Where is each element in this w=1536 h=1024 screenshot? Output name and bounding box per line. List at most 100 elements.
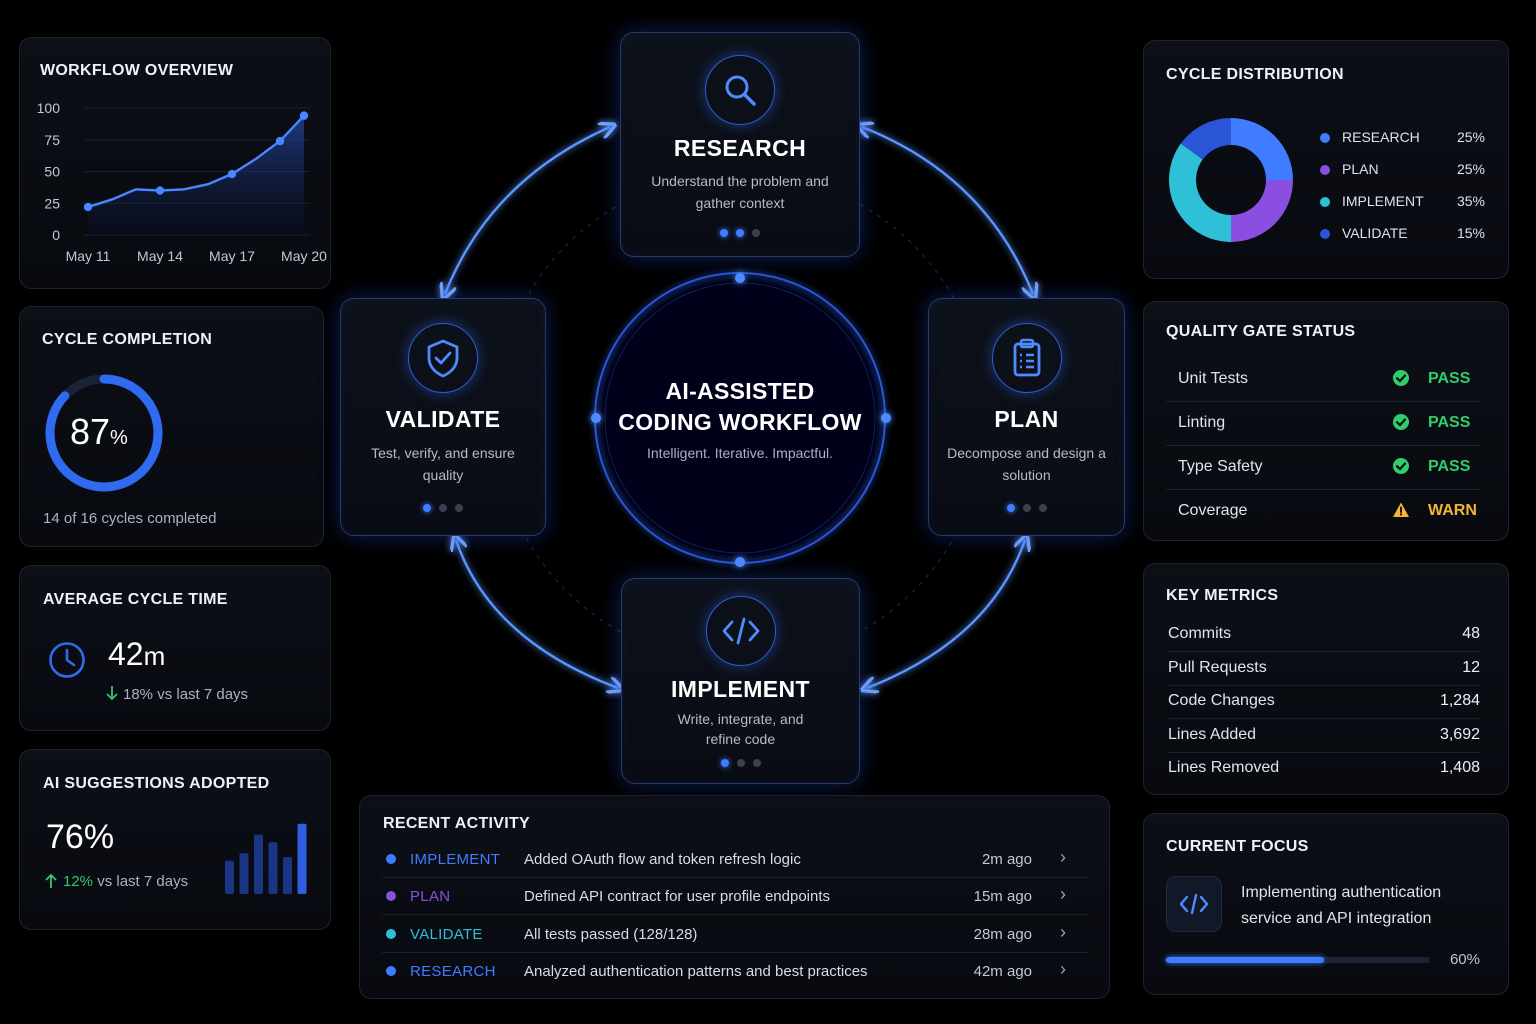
metric-value: 1,284 <box>1439 692 1480 709</box>
y-tick-label: 50 <box>44 164 60 180</box>
avg-cycle-time-panel: AVERAGE CYCLE TIME 42m 18% vs last 7 day… <box>19 565 331 731</box>
pager-dots <box>622 759 859 767</box>
metric-row: Lines Removed 1,408 <box>1168 753 1480 786</box>
panel-title: CURRENT FOCUS <box>1166 838 1309 855</box>
chevron-right-icon[interactable]: › <box>1060 884 1066 905</box>
legend-dot <box>1320 133 1330 143</box>
activity-dot <box>386 891 396 902</box>
quality-gate-row[interactable]: Unit Tests PASS <box>1166 358 1480 402</box>
y-tick-label: 0 <box>52 227 60 243</box>
quality-gate-row[interactable]: Linting PASS <box>1166 402 1480 446</box>
activity-message: Added OAuth flow and token refresh logic <box>524 851 801 868</box>
activity-tag: PLAN <box>410 888 451 906</box>
panel-title: AVERAGE CYCLE TIME <box>43 591 228 608</box>
legend-label: VALIDATE <box>1342 225 1408 241</box>
activity-dot <box>386 928 396 939</box>
ai-suggestions-value: 76% <box>46 818 115 856</box>
panel-title: WORKFLOW OVERVIEW <box>40 62 234 79</box>
metric-name: Lines Added <box>1168 725 1257 743</box>
node-validate[interactable]: VALIDATE Test, verify, and ensure qualit… <box>340 298 546 536</box>
cycle-distribution-donut <box>1169 118 1293 242</box>
activity-time: 28m ago <box>973 925 1032 943</box>
data-point <box>227 169 237 179</box>
data-point <box>155 186 165 195</box>
focus-text: Implementing authentication service and … <box>1241 884 1442 927</box>
metric-value: 48 <box>1462 625 1480 642</box>
node-implement[interactable]: IMPLEMENT Write, integrate, and refine c… <box>621 578 860 784</box>
node-desc: Decompose and design a solution <box>947 445 1106 483</box>
legend-label: IMPLEMENT <box>1342 193 1424 209</box>
metric-value: 1,408 <box>1439 759 1480 776</box>
search-icon <box>705 55 775 125</box>
gate-status: PASS <box>1428 370 1471 387</box>
panel-title: RECENT ACTIVITY <box>383 815 531 832</box>
quality-gate-panel: QUALITY GATE STATUS Unit Tests PASS Lintin… <box>1143 301 1509 541</box>
chevron-right-icon[interactable]: › <box>1060 958 1066 979</box>
gate-status: PASS <box>1428 414 1471 431</box>
activity-row[interactable]: VALIDATE All tests passed (128/128) 28m ag… <box>382 916 1088 953</box>
legend-item: PLAN 25% <box>1320 160 1485 180</box>
gate-status: PASS <box>1428 458 1471 475</box>
data-point <box>275 136 285 146</box>
pager-dots <box>621 229 859 237</box>
code-icon <box>1166 876 1222 932</box>
node-desc: Understand the problem and gather contex… <box>651 173 829 211</box>
legend-dot <box>1320 165 1330 175</box>
node-title: IMPLEMENT <box>670 676 811 702</box>
arrow-plan-implement <box>867 540 1025 688</box>
arrow-validate-implement <box>456 540 618 688</box>
y-tick-label: 75 <box>44 132 60 148</box>
legend-value: 25% <box>1456 161 1485 177</box>
activity-message: All tests passed (128/128) <box>524 925 698 943</box>
x-tick-label: May 20 <box>281 248 327 264</box>
gate-name: Type Safety <box>1178 458 1263 475</box>
quality-gate-row[interactable]: Type Safety PASS <box>1166 446 1480 490</box>
gate-status: WARN <box>1428 502 1477 519</box>
metric-row: Code Changes 1,284 <box>1168 686 1480 719</box>
adoption-bar <box>268 842 278 894</box>
chevron-right-icon[interactable]: › <box>1060 921 1066 942</box>
workflow-overview-panel: WORKFLOW OVERVIEW 100 75 50 25 0 May 11 May 14… <box>19 37 331 289</box>
node-plan[interactable]: PLAN Decompose and design a solution <box>928 298 1125 536</box>
recent-activity-panel: RECENT ACTIVITY IMPLEMENT Added OAuth flo… <box>359 795 1110 999</box>
activity-row[interactable]: RESEARCH Analyzed authentication patterns… <box>382 953 1088 990</box>
shield-check-icon <box>408 323 478 393</box>
activity-row[interactable]: IMPLEMENT Added OAuth flow and token refr… <box>382 841 1088 878</box>
metric-name: Lines Removed <box>1168 759 1280 776</box>
data-point <box>299 111 309 120</box>
donut-slice <box>1231 118 1293 180</box>
check-circle-icon <box>1393 414 1409 430</box>
node-desc: Write, integrate, and refine code <box>677 711 804 747</box>
focus-progress-fill <box>1166 957 1325 963</box>
workflow-center-subtitle: Intelligent. Iterative. Impactful. <box>647 445 833 461</box>
workflow-overview-chart: 100 75 50 25 0 May 11 May 14 May 17 May 20 <box>37 100 328 264</box>
legend-dot <box>1320 197 1330 207</box>
chevron-right-icon[interactable]: › <box>1060 847 1066 867</box>
y-tick-label: 100 <box>37 100 61 116</box>
x-tick-label: May 11 <box>66 248 111 264</box>
x-tick-label: May 17 <box>209 248 255 264</box>
activity-time: 42m ago <box>973 962 1032 980</box>
metric-row: Commits 48 <box>1168 619 1480 652</box>
activity-tag: RESEARCH <box>410 962 496 980</box>
metric-value: 3,692 <box>1439 725 1480 743</box>
key-metrics-panel: KEY METRICS Commits 48 Pull Requests 12 Code… <box>1143 563 1509 795</box>
check-circle-icon <box>1393 458 1409 474</box>
quality-gate-row[interactable]: Coverage WARN <box>1166 490 1480 534</box>
legend-item: IMPLEMENT 35% <box>1320 192 1485 212</box>
clock-icon <box>49 642 85 678</box>
legend-label: RESEARCH <box>1342 129 1420 145</box>
panel-title: KEY METRICS <box>1166 587 1279 604</box>
node-research[interactable]: RESEARCH Understand the problem and gath… <box>620 32 860 257</box>
completion-caption: 14 of 16 cycles completed <box>43 510 217 527</box>
clipboard-icon <box>991 323 1062 393</box>
pager-dots <box>341 504 545 512</box>
adoption-bar <box>297 823 307 894</box>
legend-item: VALIDATE 15% <box>1320 224 1485 244</box>
legend-value: 15% <box>1456 225 1485 241</box>
ai-suggestions-delta: 12% vs last 7 days <box>63 873 189 890</box>
workflow-center-title: AI-ASSISTED CODING WORKFLOW <box>618 378 862 435</box>
arrow-research-validate <box>445 127 610 294</box>
metric-row: Lines Added 3,692 <box>1168 720 1480 753</box>
activity-row[interactable]: PLAN Defined API contract for user profil… <box>382 878 1088 916</box>
